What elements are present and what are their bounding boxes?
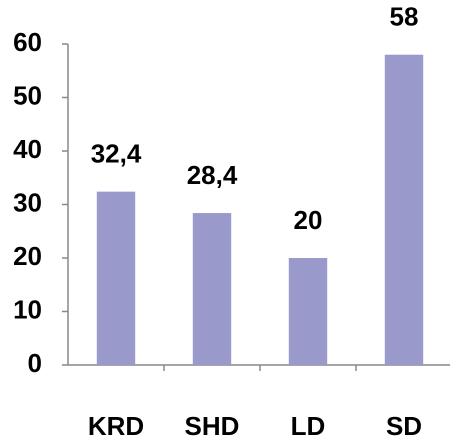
- bar: [96, 191, 136, 365]
- value-label: 32,4: [91, 139, 142, 169]
- y-tick-label: 10: [13, 294, 42, 324]
- y-tick-label: 0: [28, 348, 42, 378]
- bar: [384, 54, 424, 365]
- x-tick-label: SD: [386, 411, 422, 441]
- value-label: 58: [390, 2, 419, 32]
- y-tick-label: 20: [13, 241, 42, 271]
- y-tick-label: 60: [13, 27, 42, 57]
- x-tick-label: KRD: [88, 411, 144, 441]
- x-tick-label: LD: [291, 411, 326, 441]
- bar: [192, 213, 232, 365]
- y-tick-label: 40: [13, 134, 42, 164]
- value-label: 28,4: [187, 160, 238, 190]
- y-tick-label: 50: [13, 80, 42, 110]
- value-label: 20: [294, 205, 323, 235]
- bar: [288, 258, 328, 365]
- y-tick-label: 30: [13, 187, 42, 217]
- x-tick-label: SHD: [185, 411, 240, 441]
